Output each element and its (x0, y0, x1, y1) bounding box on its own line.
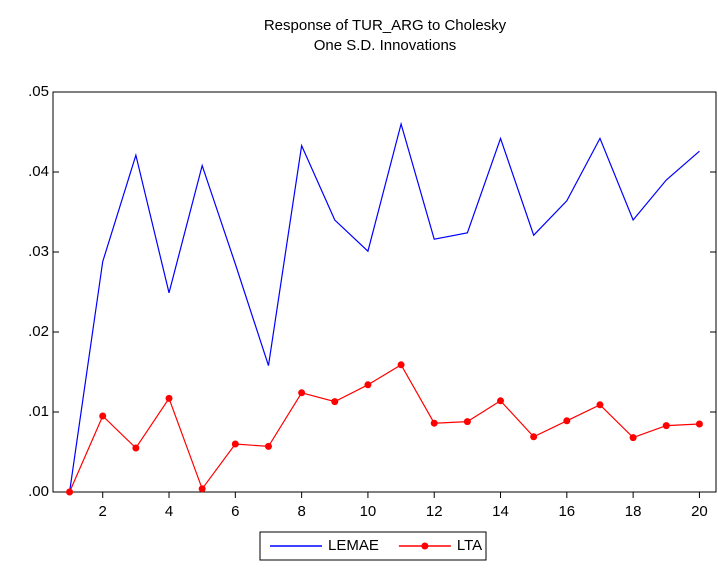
series-marker (530, 433, 538, 441)
x-tick-label: 4 (165, 503, 173, 520)
series-line (69, 363, 700, 493)
x-tick-label: 20 (691, 503, 708, 520)
series-marker (66, 488, 74, 496)
series-marker (430, 419, 438, 427)
series-marker (298, 389, 306, 397)
chart-title: Response of TUR_ARG to Cholesky (264, 17, 507, 34)
series-marker (198, 485, 206, 493)
x-tick-label: 2 (99, 503, 107, 520)
series-marker (364, 381, 372, 389)
series-marker (231, 440, 239, 448)
legend-marker (421, 542, 429, 550)
x-tick-label: 8 (297, 503, 305, 520)
series-marker (331, 398, 339, 406)
x-tick-label: 14 (492, 503, 509, 520)
x-tick-label: 16 (558, 503, 575, 520)
y-tick-label: .05 (28, 83, 49, 100)
series-marker (165, 394, 173, 402)
series-marker (497, 397, 505, 405)
x-tick-label: 10 (360, 503, 377, 520)
series-line (68, 121, 700, 493)
chart-subtitle: One S.D. Innovations (314, 37, 457, 54)
series-marker (695, 420, 703, 428)
y-tick-label: .04 (28, 163, 49, 180)
series-marker (563, 417, 571, 425)
legend-label: LTA (457, 537, 482, 554)
series-marker (397, 361, 405, 369)
y-tick-label: .02 (28, 323, 49, 340)
y-tick-label: .00 (28, 483, 49, 500)
series-marker (99, 412, 107, 420)
legend-label: LEMAE (328, 537, 379, 554)
series-marker (629, 434, 637, 442)
plot-frame (52, 91, 717, 493)
series-marker (662, 422, 670, 430)
x-tick-label: 12 (426, 503, 443, 520)
x-tick-label: 6 (231, 503, 239, 520)
series-marker (463, 418, 471, 426)
series-marker (132, 444, 140, 452)
y-tick-label: .03 (28, 243, 49, 260)
series-marker (264, 442, 272, 450)
x-tick-label: 18 (625, 503, 642, 520)
series-marker (596, 401, 604, 409)
y-tick-label: .01 (28, 403, 49, 420)
